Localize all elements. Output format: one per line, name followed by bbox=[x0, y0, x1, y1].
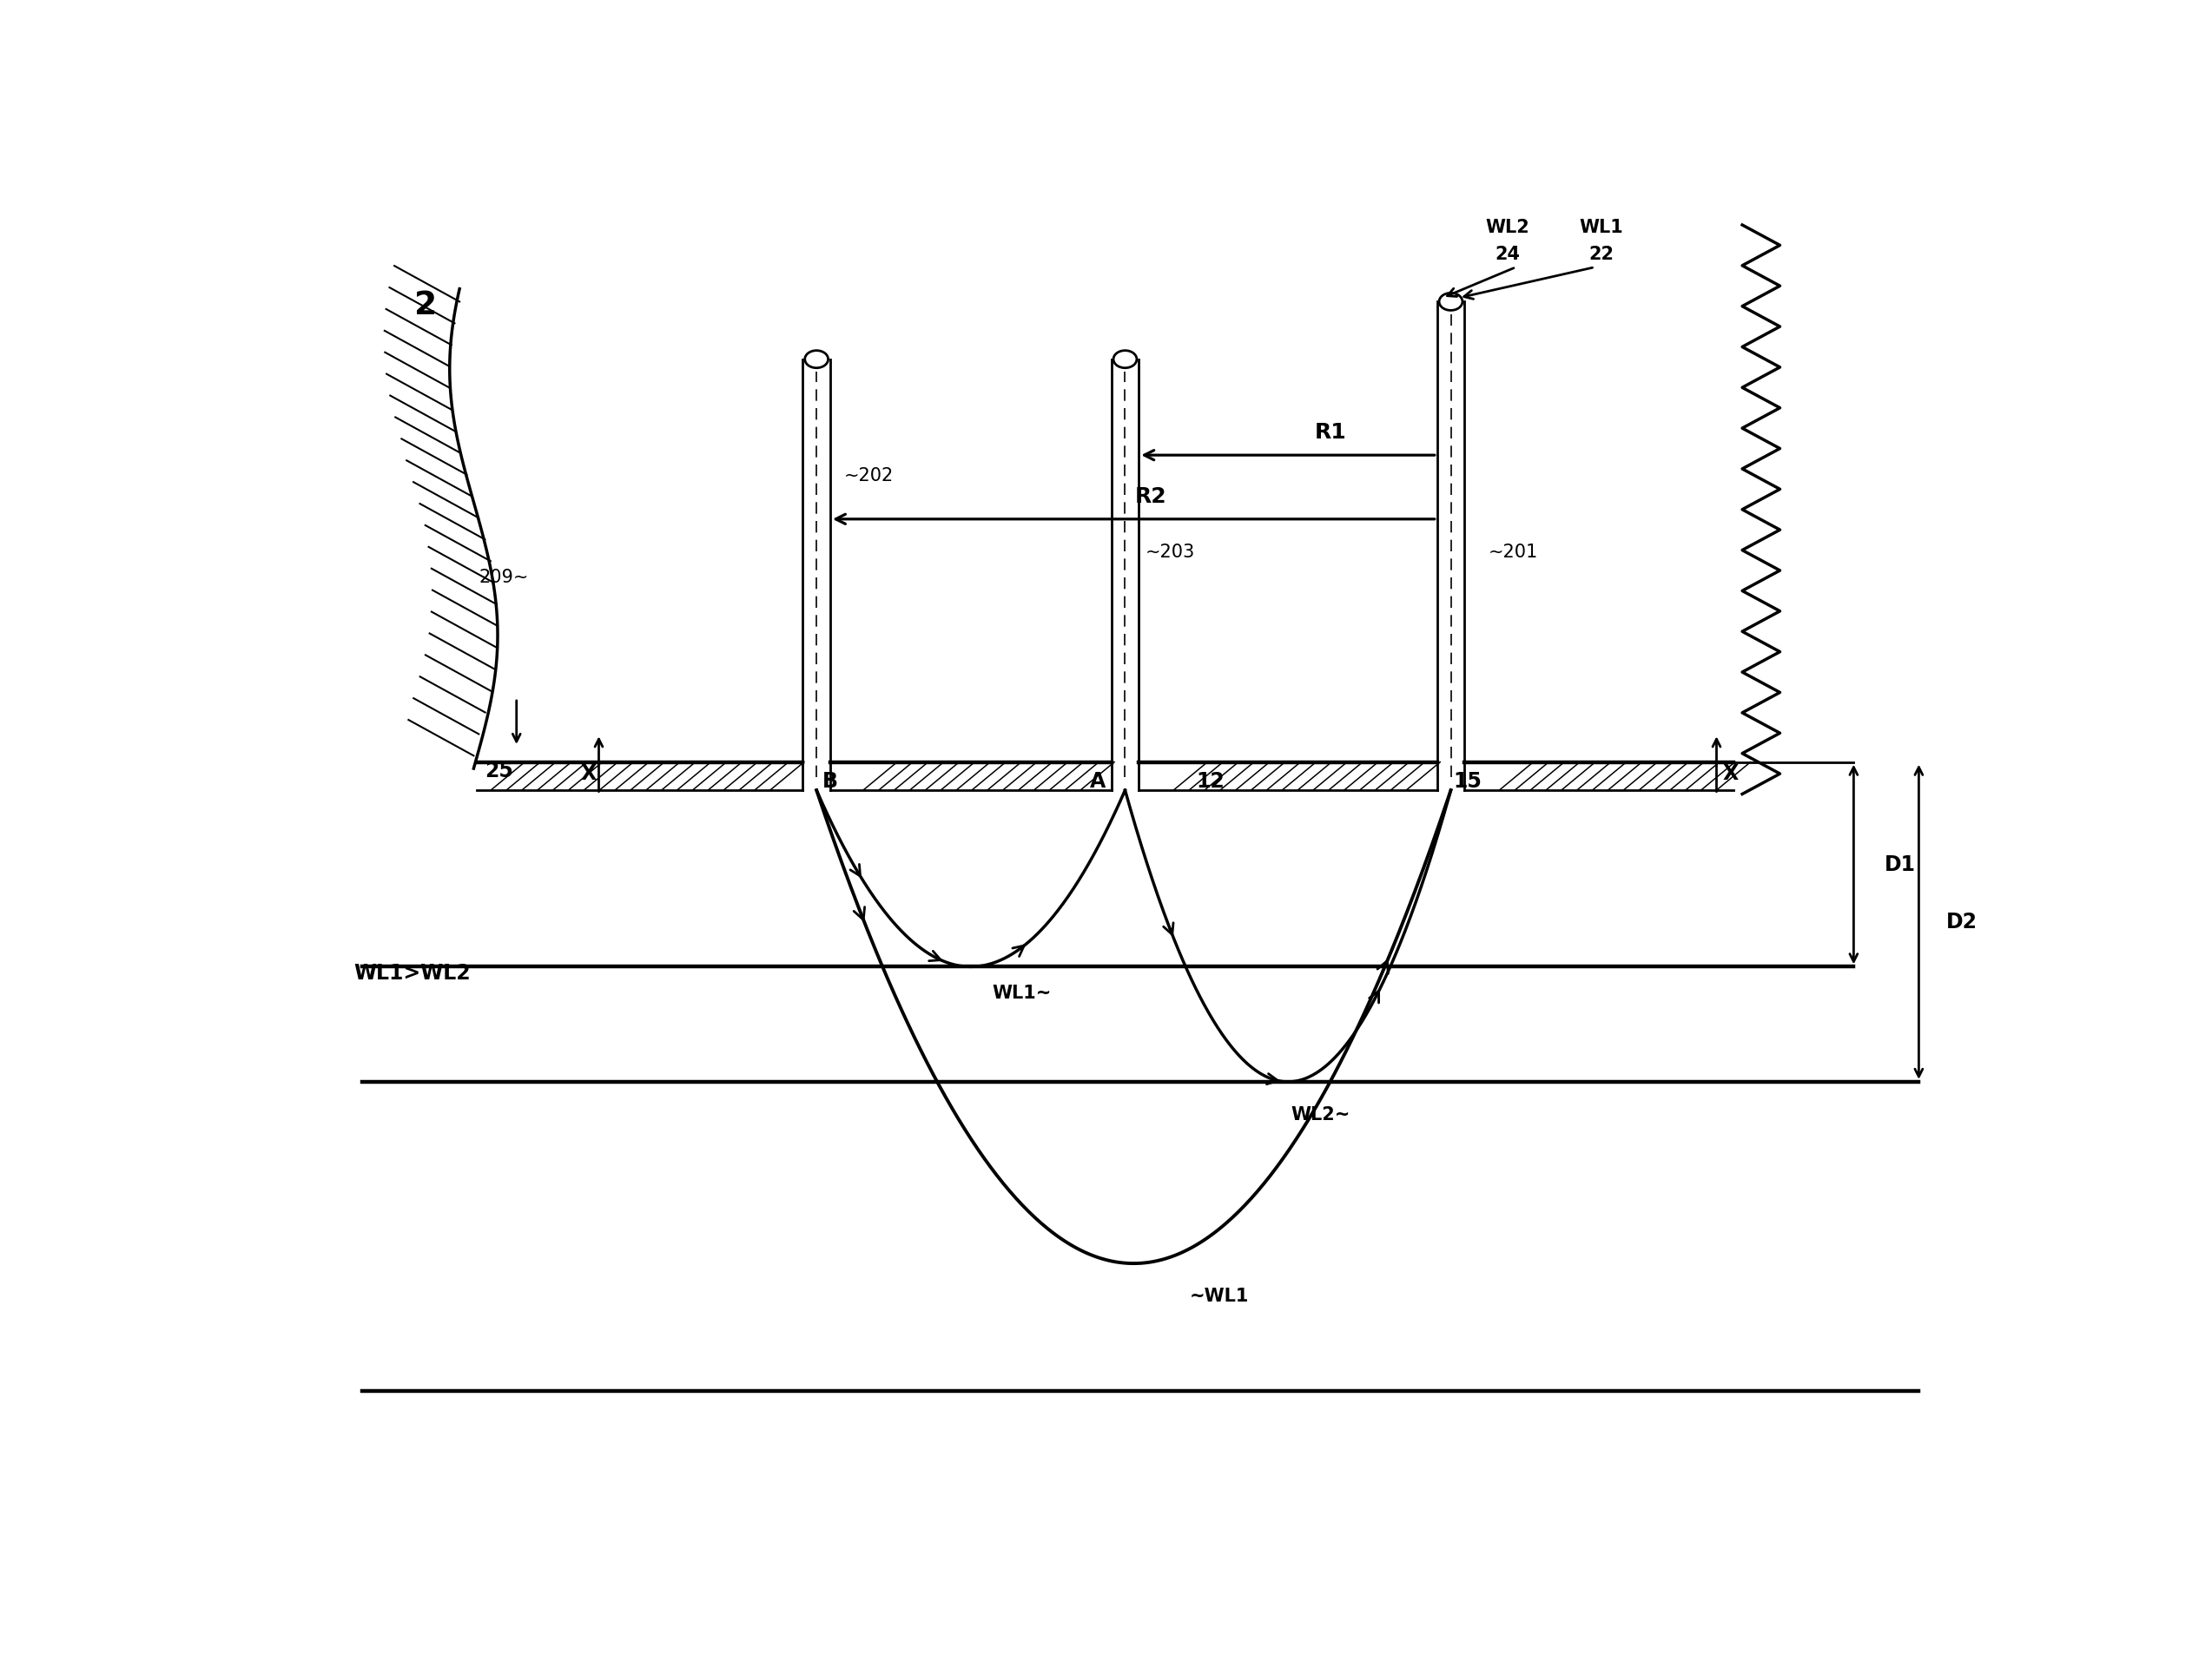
Text: A: A bbox=[1091, 771, 1106, 792]
Text: 24: 24 bbox=[1495, 246, 1520, 262]
Text: X: X bbox=[580, 764, 597, 784]
Text: 25: 25 bbox=[484, 761, 513, 782]
Text: ~201: ~201 bbox=[1489, 543, 1537, 561]
Text: D1: D1 bbox=[1885, 854, 1916, 875]
Text: WL1~: WL1~ bbox=[993, 985, 1053, 1002]
Text: R1: R1 bbox=[1314, 422, 1347, 443]
Text: 2: 2 bbox=[414, 291, 438, 321]
Text: 12: 12 bbox=[1197, 771, 1225, 792]
Text: 209~: 209~ bbox=[478, 570, 529, 586]
Text: 22: 22 bbox=[1588, 246, 1615, 262]
Text: ~WL1: ~WL1 bbox=[1190, 1287, 1250, 1306]
Text: D2: D2 bbox=[1947, 912, 1978, 932]
Text: X: X bbox=[1723, 764, 1739, 784]
Text: ~202: ~202 bbox=[845, 467, 894, 483]
Text: WL2: WL2 bbox=[1484, 219, 1528, 236]
Text: WL2~: WL2~ bbox=[1292, 1106, 1349, 1123]
Text: 15: 15 bbox=[1453, 771, 1482, 792]
Text: R2: R2 bbox=[1135, 487, 1166, 507]
Text: WL1: WL1 bbox=[1579, 219, 1624, 236]
Text: WL1>WL2: WL1>WL2 bbox=[354, 963, 471, 983]
Text: ~203: ~203 bbox=[1146, 543, 1194, 561]
Text: B: B bbox=[823, 771, 838, 792]
